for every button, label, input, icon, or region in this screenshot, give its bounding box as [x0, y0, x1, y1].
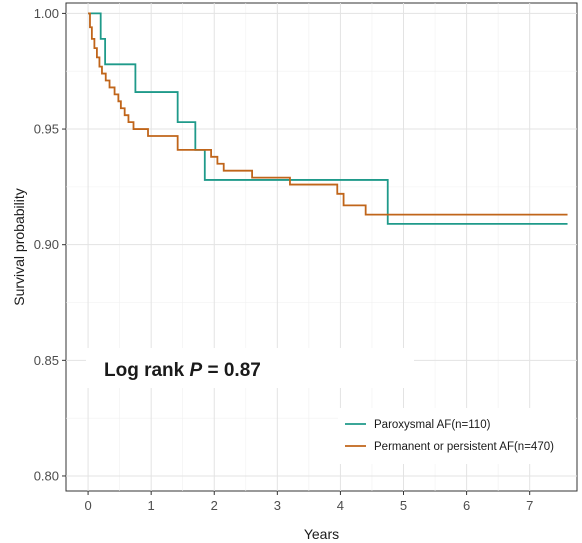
annotation-suffix: = 0.87: [202, 360, 261, 381]
x-tick-label: 1: [148, 498, 155, 513]
legend-label-2: Permanent or persistent AF(n=470): [374, 441, 554, 453]
y-axis-title: Survival probability: [11, 188, 27, 306]
tick-labels: 0 1 2 3 4 5 6 7 0.80 0.85 0.90 0.95 1.00: [34, 6, 534, 513]
x-tick-label: 3: [274, 498, 281, 513]
tick-marks: [62, 12, 531, 495]
x-tick-label: 6: [463, 498, 470, 513]
x-tick-label: 5: [400, 498, 407, 513]
x-tick-label: 0: [84, 498, 91, 513]
log-rank-annotation: Log rank P = 0.87: [86, 348, 414, 388]
annotation-text: Log rank P = 0.87: [104, 360, 261, 381]
series-layer: [88, 12, 568, 225]
y-tick-label: 0.85: [34, 353, 59, 368]
series-line-2: [88, 12, 568, 216]
y-tick-label: 1.00: [34, 6, 59, 21]
series-line-1: [88, 12, 568, 225]
annotation-stat: P: [190, 360, 203, 381]
legend-label-1: Paroxysmal AF(n=110): [374, 419, 491, 431]
x-axis-title: Years: [304, 526, 339, 542]
legend: Paroxysmal AF(n=110) Permanent or persist…: [338, 408, 574, 464]
y-tick-label: 0.90: [34, 237, 59, 252]
y-tick-label: 0.80: [34, 468, 59, 483]
annotation-prefix: Log rank: [104, 360, 190, 381]
legend-background: [338, 408, 574, 464]
x-tick-label: 2: [211, 498, 218, 513]
y-tick-label: 0.95: [34, 122, 59, 137]
x-tick-label: 4: [337, 498, 344, 513]
annotation-background: [86, 348, 414, 388]
x-tick-label: 7: [526, 498, 533, 513]
